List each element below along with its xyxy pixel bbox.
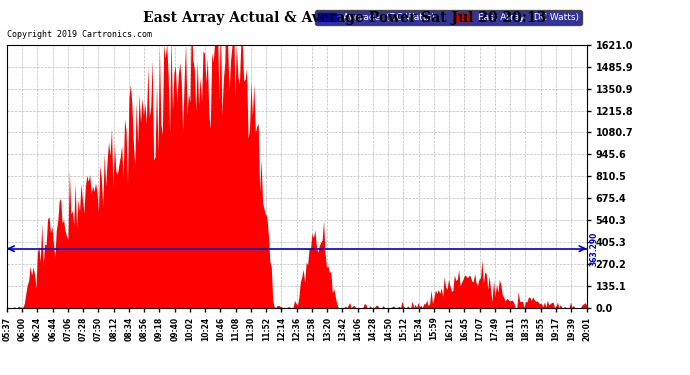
Text: East Array Actual & Average Power Sat Jul 20 20:13: East Array Actual & Average Power Sat Ju… xyxy=(144,11,546,25)
Text: Copyright 2019 Cartronics.com: Copyright 2019 Cartronics.com xyxy=(7,30,152,39)
Text: 363.290: 363.290 xyxy=(590,231,599,266)
Legend: Average  (DC Watts), East Array  (DC Watts): Average (DC Watts), East Array (DC Watts… xyxy=(315,10,582,25)
